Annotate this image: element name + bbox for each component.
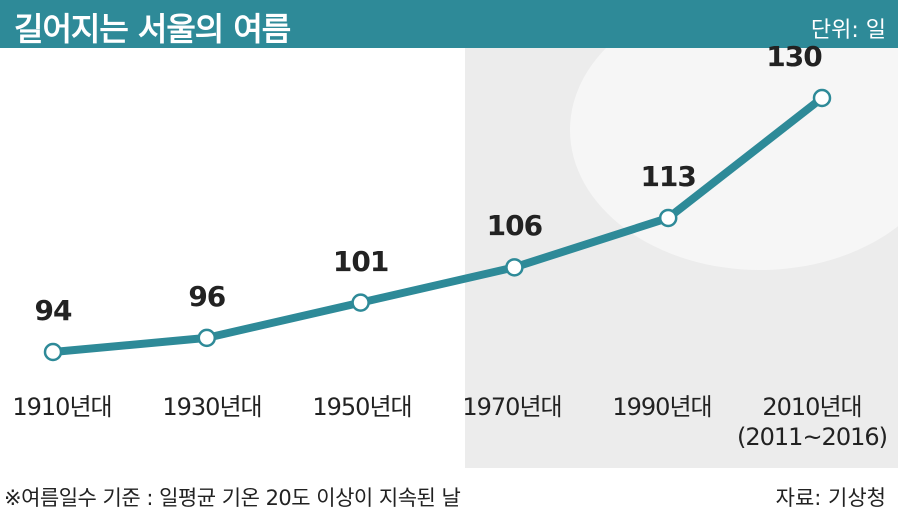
x-tick-label: 1970년대 xyxy=(462,393,562,421)
x-tick-label: 2010년대 (2011~2016) xyxy=(737,393,888,451)
chart-title: 길어지는 서울의 여름 xyxy=(14,10,291,48)
background-shape xyxy=(570,0,898,270)
x-tick-label: 1950년대 xyxy=(312,393,412,421)
data-label: 130 xyxy=(766,40,822,73)
title-bar xyxy=(0,0,898,48)
data-label: 113 xyxy=(640,159,696,193)
unit-label: 단위: 일 xyxy=(810,18,886,43)
marker xyxy=(812,88,832,108)
marker xyxy=(43,342,63,362)
source: 자료: 기상청 xyxy=(775,486,886,510)
marker xyxy=(658,208,678,228)
x-tick-label: 1930년대 xyxy=(162,393,262,421)
data-label: 101 xyxy=(332,244,389,278)
x-tick-label: 1910년대 xyxy=(12,393,112,421)
line xyxy=(52,94,825,356)
marker xyxy=(351,293,370,312)
footnote: ※여름일수 기준 : 일평균 기온 20도 이상이 지속된 날 xyxy=(4,486,461,510)
data-label: 96 xyxy=(188,279,226,313)
x-tick-label: 1990년대 xyxy=(612,393,712,421)
data-label: 106 xyxy=(486,209,543,243)
marker xyxy=(197,328,217,348)
marker xyxy=(505,258,524,277)
data-label: 94 xyxy=(34,294,73,327)
